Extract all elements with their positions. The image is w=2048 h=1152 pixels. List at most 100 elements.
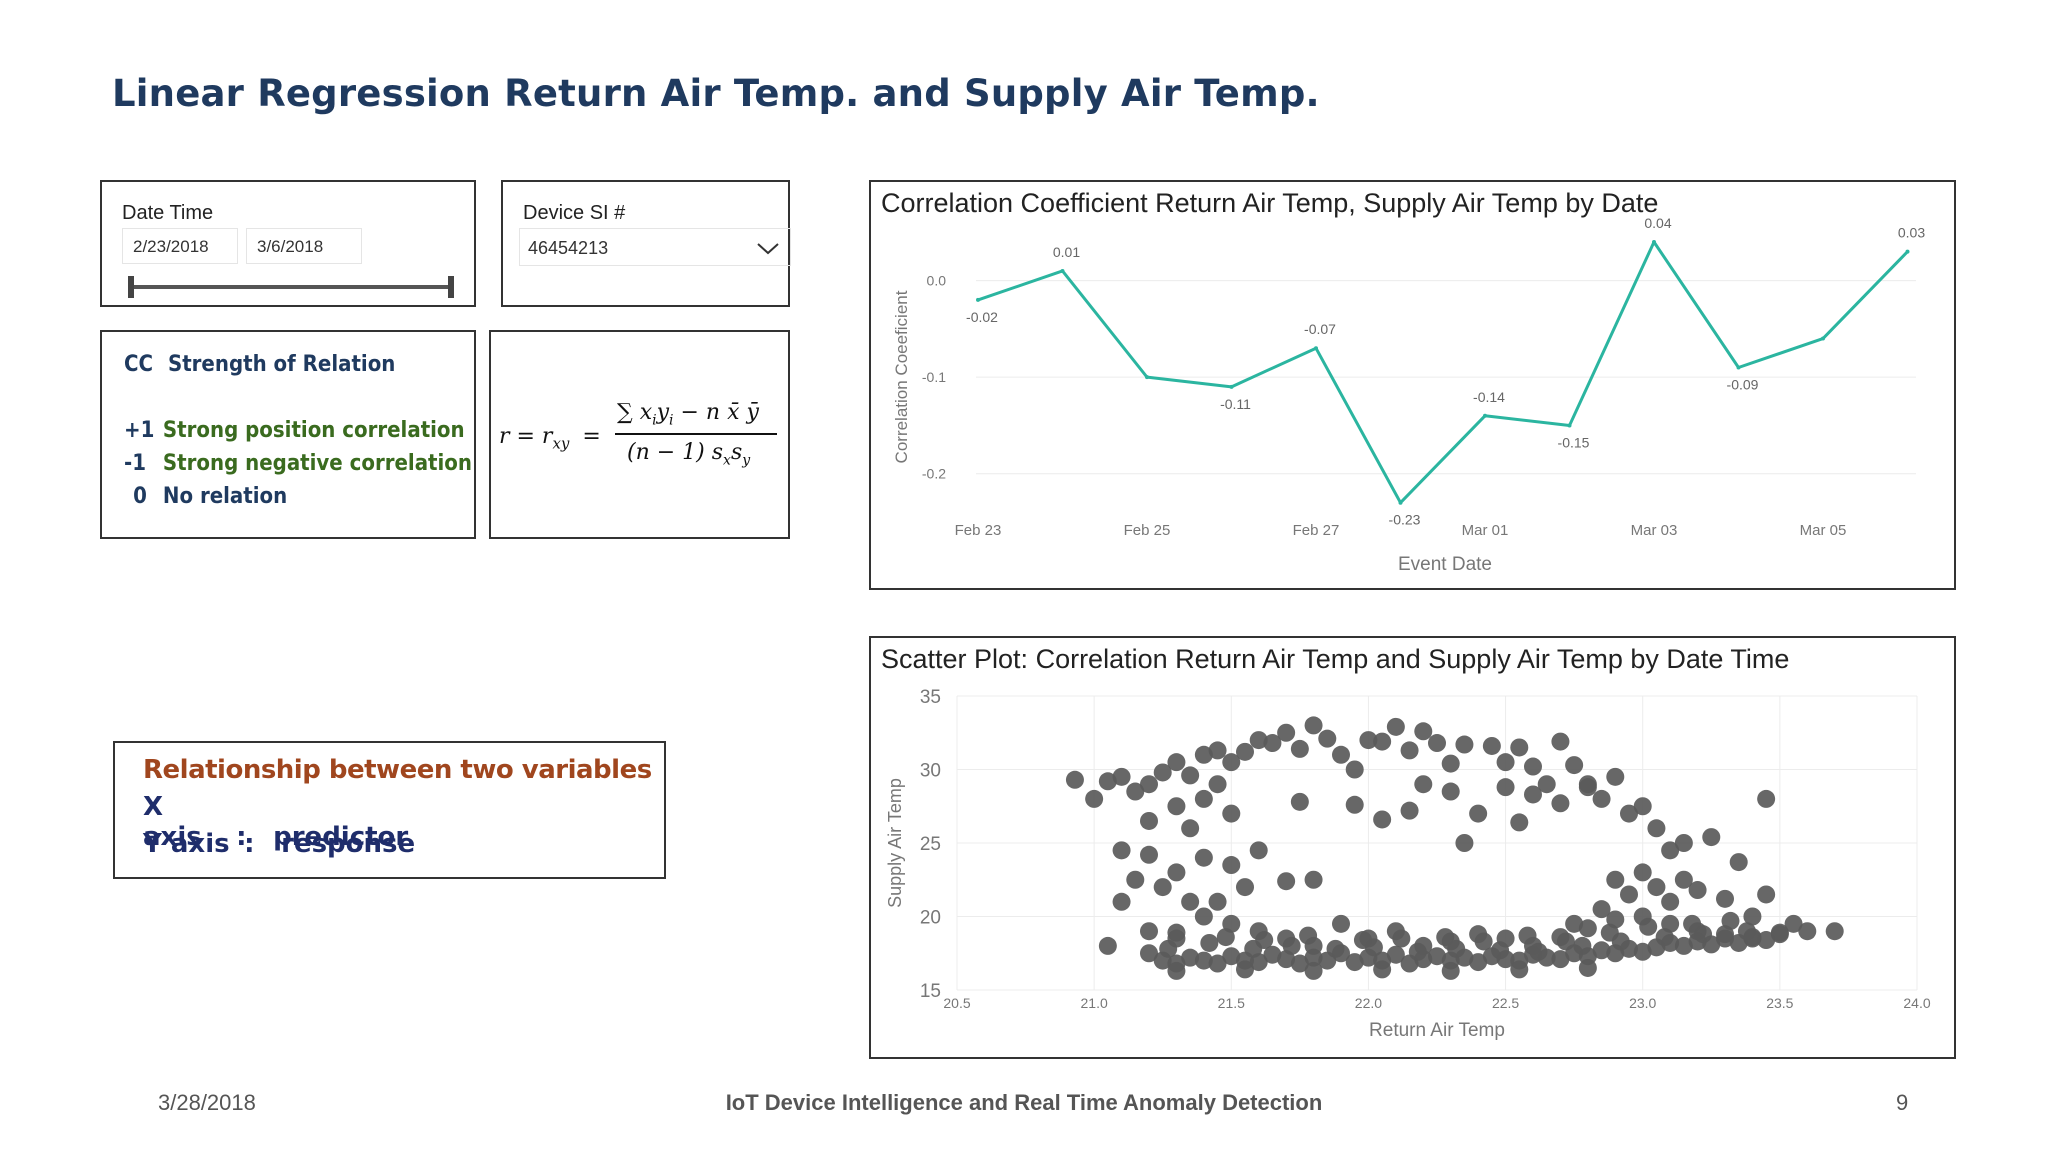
scatter-point [1510, 813, 1529, 832]
data-point [1821, 336, 1825, 341]
scatter-point [1098, 936, 1117, 955]
scatter-point [1408, 942, 1427, 961]
formula-denominator-text: (n − 1) s [627, 440, 724, 465]
scatter-point [1469, 953, 1488, 972]
device-slicer-title: Device SI # [523, 202, 626, 224]
scatter-point [1455, 735, 1474, 754]
scatter-point [1784, 914, 1803, 933]
series-line [977, 240, 1909, 505]
scatter-point [1537, 775, 1556, 794]
scatter-point [1194, 951, 1213, 970]
device-dropdown[interactable]: 46454213 [519, 228, 791, 266]
scatter-point [1236, 878, 1254, 897]
scatter-point [1441, 754, 1460, 773]
scatter-point [1578, 958, 1597, 977]
end-date-input[interactable]: 3/6/2018 [246, 228, 362, 264]
scatter-point [1299, 926, 1318, 945]
data-label: -0.23 [1389, 512, 1421, 528]
scatter-point [1153, 763, 1172, 782]
scatter-point [1140, 922, 1158, 941]
scatter-chart-panel: Scatter Plot: Correlation Return Air Tem… [869, 636, 1956, 1059]
scatter-point [1318, 729, 1337, 748]
scatter-point [1222, 753, 1241, 772]
x-axis-label: X axis [143, 792, 202, 852]
scatter-point [1565, 914, 1584, 933]
scatter-point [1167, 863, 1186, 882]
y-axis-sep: : [244, 829, 255, 859]
scatter-point [1510, 960, 1529, 979]
x-tick-label: 23.0 [1629, 995, 1656, 1011]
scatter-point [1428, 947, 1446, 966]
formula-lhs: r = rxy = [499, 424, 601, 452]
scatter-chart: 20.5 21.0 21.5 22.0 22.5 23.0 23.5 24.0 35 30 25 20… [885, 687, 1931, 1041]
scatter-point [1304, 961, 1323, 980]
x-axis-title: Event Date [1398, 554, 1492, 575]
scatter-point [1551, 732, 1570, 751]
range-start-handle[interactable] [128, 276, 134, 298]
scatter-point [1140, 944, 1158, 963]
scatter-point [1573, 936, 1592, 955]
scatter-point [1496, 753, 1515, 772]
range-end-handle[interactable] [448, 276, 454, 298]
scatter-point [1181, 892, 1200, 911]
scatter-point [1674, 834, 1693, 852]
data-label: -0.14 [1473, 389, 1505, 405]
relationship-box: Relationship between two variables X axi… [113, 741, 666, 879]
line-chart: 0.0 -0.1 -0.2 Feb 23 Feb 25 Feb 27 Mar 01 Mar 0… [892, 215, 1925, 575]
scatter-point [1578, 919, 1597, 938]
scatter-point [1222, 947, 1241, 966]
data-label: -0.07 [1304, 321, 1336, 337]
scatter-point [1159, 939, 1178, 958]
scatter-point [1551, 950, 1570, 969]
date-time-slicer: Date Time 2/23/2018 3/6/2018 [100, 180, 476, 307]
x-tick-label: 22.0 [1355, 995, 1382, 1011]
scatter-point [1716, 889, 1734, 908]
y-tick-label: 15 [920, 981, 941, 1002]
date-range-track [130, 285, 452, 289]
line-chart-panel: Correlation Coefficient Return Air Temp,… [869, 180, 1956, 590]
scatter-point [1112, 841, 1131, 860]
scatter-point [1167, 961, 1186, 980]
device-selected-value: 46454213 [528, 238, 609, 258]
x-tick-label: Feb 25 [1124, 522, 1171, 539]
scatter-point [1606, 767, 1625, 786]
y-tick-label: 30 [920, 761, 941, 782]
scatter-point [1167, 753, 1186, 772]
data-label: 0.01 [1053, 244, 1080, 260]
x-tick-label: Feb 27 [1293, 522, 1340, 539]
data-point [1483, 413, 1487, 418]
scatter-point [1112, 767, 1131, 786]
scatter-point [1592, 900, 1611, 919]
scatter-point [1263, 945, 1282, 964]
scatter-point [1222, 804, 1241, 823]
data-point [1060, 268, 1065, 273]
scatter-point [1290, 954, 1309, 973]
scatter-point [1600, 923, 1619, 942]
cc-legend-box: CC Strength of Relation +1 Strong positi… [100, 330, 476, 539]
scatter-point [1441, 961, 1460, 980]
scatter-point [1392, 929, 1411, 948]
x-tick-label: Mar 05 [1800, 522, 1847, 539]
start-date-input[interactable]: 2/23/2018 [122, 228, 238, 264]
data-point [1736, 365, 1741, 370]
x-axis-sep: : [236, 822, 247, 852]
scatter-point [1633, 863, 1652, 882]
scatter-point [1757, 885, 1776, 904]
x-tick-label: 22.5 [1492, 995, 1519, 1011]
cc-row-label: Strong negative correlation [162, 451, 472, 476]
formula-box: r = rxy = ∑ xiyi − n x̄ ȳ (n − 1) sxsy [489, 330, 790, 539]
cc-header-cc: CC [124, 352, 154, 377]
scatter-point [1757, 931, 1776, 950]
formula-lhs-sub: xy [552, 434, 570, 453]
scatter-point [1373, 732, 1392, 751]
scatter-point [1290, 792, 1309, 811]
cc-row-value: +1 [124, 418, 155, 443]
scatter-point [1551, 794, 1570, 813]
scatter-point [1674, 870, 1693, 889]
formula-numerator-tail: − n x̄ ȳ [673, 400, 759, 425]
cc-header: CC Strength of Relation [124, 352, 395, 377]
scatter-point [1373, 810, 1392, 829]
scatter-point [1661, 841, 1680, 860]
device-slicer: Device SI # 46454213 [501, 180, 791, 307]
formula-denominator-tail: s [730, 440, 743, 465]
